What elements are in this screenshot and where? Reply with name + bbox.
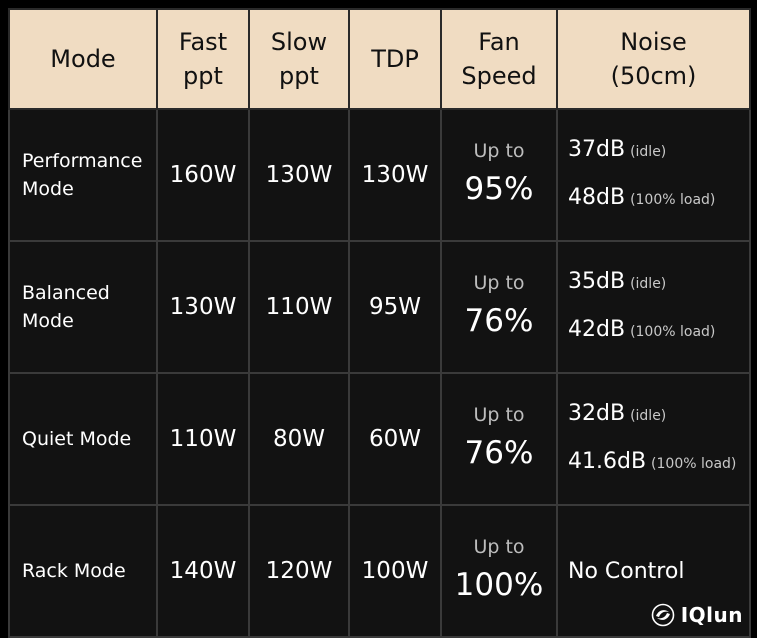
- tdp-cell: 100W: [348, 504, 442, 638]
- slow-ppt-cell: 120W: [248, 504, 350, 638]
- noise-cell: No Control: [556, 504, 751, 638]
- mode-cell: Performance Mode: [8, 108, 158, 242]
- noise-idle: 35dB (idle): [568, 269, 667, 294]
- power-modes-table: Mode Fast ppt Slow ppt TDP Fan Speed: [8, 8, 751, 638]
- fan-value: 95%: [464, 171, 534, 207]
- fan-speed-cell: Up to 95%: [440, 108, 558, 242]
- fan-prefix: Up to: [473, 404, 525, 426]
- fan-value: 76%: [464, 435, 534, 471]
- noise-idle: 32dB (idle): [568, 401, 667, 426]
- fan-prefix: Up to: [473, 536, 525, 558]
- iqlun-logo-icon: [651, 603, 675, 627]
- table-row: Quiet Mode 110W 80W 60W Up to 76% 32dB (i…: [8, 372, 751, 506]
- mode-cell: Balanced Mode: [8, 240, 158, 374]
- noise-cell: 37dB (idle) 48dB (100% load): [556, 108, 751, 242]
- header-fan-speed: Fan Speed: [440, 8, 558, 110]
- slow-ppt-cell: 130W: [248, 108, 350, 242]
- header-row: Mode Fast ppt Slow ppt TDP Fan Speed: [8, 8, 751, 110]
- tdp-cell: 95W: [348, 240, 442, 374]
- tdp-cell: 60W: [348, 372, 442, 506]
- mode-cell: Quiet Mode: [8, 372, 158, 506]
- fan-prefix: Up to: [473, 140, 525, 162]
- fan-prefix: Up to: [473, 272, 525, 294]
- header-fast-ppt: Fast ppt: [156, 8, 250, 110]
- table-row: Rack Mode 140W 120W 100W Up to 100% No C…: [8, 504, 751, 638]
- noise-idle: 37dB (idle): [568, 137, 667, 162]
- noise-load: 42dB (100% load): [568, 317, 716, 342]
- fast-ppt-cell: 160W: [156, 108, 250, 242]
- fan-value: 100%: [454, 567, 544, 603]
- noise-cell: 35dB (idle) 42dB (100% load): [556, 240, 751, 374]
- fan-speed-cell: Up to 100%: [440, 504, 558, 638]
- power-modes-table-wrapper: Mode Fast ppt Slow ppt TDP Fan Speed: [8, 8, 751, 638]
- fast-ppt-cell: 140W: [156, 504, 250, 638]
- table-row: Balanced Mode 130W 110W 95W Up to 76% 35…: [8, 240, 751, 374]
- tdp-cell: 130W: [348, 108, 442, 242]
- mode-cell: Rack Mode: [8, 504, 158, 638]
- fast-ppt-cell: 110W: [156, 372, 250, 506]
- header-noise: Noise (50cm): [556, 8, 751, 110]
- fan-value: 76%: [464, 303, 534, 339]
- noise-load: 41.6dB (100% load): [568, 449, 737, 474]
- noise-no-control: No Control: [568, 558, 685, 584]
- header-mode: Mode: [8, 8, 158, 110]
- table-row: Performance Mode 160W 130W 130W Up to 95…: [8, 108, 751, 242]
- slow-ppt-cell: 110W: [248, 240, 350, 374]
- fan-speed-cell: Up to 76%: [440, 372, 558, 506]
- fast-ppt-cell: 130W: [156, 240, 250, 374]
- noise-cell: 32dB (idle) 41.6dB (100% load): [556, 372, 751, 506]
- fan-speed-cell: Up to 76%: [440, 240, 558, 374]
- slow-ppt-cell: 80W: [248, 372, 350, 506]
- noise-load: 48dB (100% load): [568, 185, 716, 210]
- watermark-text: IQlun: [680, 603, 743, 627]
- header-slow-ppt: Slow ppt: [248, 8, 350, 110]
- header-tdp: TDP: [348, 8, 442, 110]
- watermark: IQlun: [651, 598, 743, 632]
